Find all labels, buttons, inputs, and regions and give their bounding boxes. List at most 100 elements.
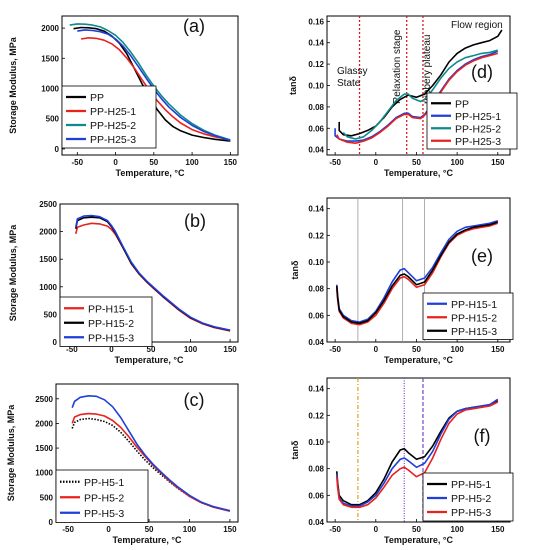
x-tick-label: 0	[113, 158, 118, 167]
x-tick-label: 150	[491, 525, 505, 534]
legend-entry: PP-H15-3	[88, 332, 134, 344]
legend-entry: PP-H5-2	[84, 492, 124, 504]
series-line-PP-H5-2	[71, 412, 231, 512]
x-axis-label: Temperature, °C	[113, 535, 182, 545]
legend-entry: PP-H25-1	[90, 106, 136, 118]
legend-entry: PP-H5-3	[451, 507, 491, 519]
series-line-PP-H25-1	[334, 50, 499, 142]
y-axis-label: tanδ	[290, 440, 300, 460]
panel-label: (e)	[471, 246, 493, 266]
x-tick-label: -50	[329, 525, 341, 534]
series-line-PP-H25-2	[342, 49, 499, 140]
legend-entry: PP-H5-1	[451, 479, 491, 491]
panel-c: -50 0 50 100 15005001000150020002500Temperat…	[6, 383, 239, 545]
plot-frame	[326, 197, 511, 343]
legend-entry: PP-H15-3	[451, 326, 497, 338]
y-tick-label: 0	[49, 518, 54, 527]
annotation: rubbery plateau	[422, 35, 433, 105]
legend-entry: PP-H15-2	[88, 318, 134, 330]
x-tick-label: 0	[374, 345, 379, 354]
series-line-PP-H15-3	[336, 221, 499, 325]
x-tick-label: 100	[185, 158, 199, 167]
y-tick-label: 2000	[35, 419, 53, 428]
panel-b: -50 0 50 100 15005001000150020002500Temperat…	[8, 200, 239, 365]
y-axis-label: tanδ	[290, 260, 300, 280]
legend-entry: PP-H25-3	[90, 134, 136, 146]
y-tick-label: 1000	[41, 85, 59, 94]
y-tick-label: 0.08	[308, 103, 324, 112]
panel-label: (f)	[474, 426, 491, 446]
y-tick-label: 0.06	[308, 311, 324, 320]
series-line-PP-H25-2	[69, 23, 231, 141]
y-tick-label: 0.06	[308, 124, 324, 133]
y-tick-label: 0.12	[308, 60, 324, 69]
legend-entry: PP-H5-2	[451, 493, 491, 505]
x-tick-label: 0	[374, 525, 379, 534]
y-tick-label: 0.04	[308, 338, 324, 347]
y-tick-label: 0.04	[308, 146, 324, 155]
legend-entry: PP	[455, 98, 469, 110]
annotation: Flow region	[451, 20, 503, 31]
x-axis-label: Temperature, °C	[384, 355, 453, 365]
y-tick-label: 0.10	[308, 438, 324, 447]
x-axis-label: Temperature, °C	[116, 168, 185, 178]
x-axis-label: Temperature, °C	[384, 535, 453, 545]
panel-label: (a)	[183, 16, 205, 36]
x-tick-label: 100	[450, 158, 464, 167]
series-line-PP-H5-3	[71, 395, 231, 512]
x-tick-label: -50	[66, 345, 78, 354]
y-tick-label: 2500	[35, 395, 53, 404]
x-tick-label: 150	[224, 158, 238, 167]
panel-f: -50 0 50 100 150 0.04 0.06 0.08 0.10 0.12 0.14 Temp…	[290, 377, 514, 545]
x-tick-label: 50	[147, 345, 156, 354]
panel-d: -50 0 50 100 150 0.04 0.06 0.08 0.10 0.12 0.14 0.16…	[288, 15, 518, 178]
x-tick-label: -50	[72, 158, 84, 167]
y-tick-label: 500	[46, 115, 60, 124]
y-tick-label: 500	[44, 310, 58, 319]
legend-entry: PP-H15-2	[451, 312, 497, 324]
y-tick-label: 0.08	[308, 285, 324, 294]
legend-entry: PP-H25-3	[455, 136, 501, 148]
legend-entry: PP-H15-1	[88, 303, 134, 315]
legend-entry: PP-H25-2	[455, 123, 501, 135]
legend-entry: PP-H15-1	[451, 299, 497, 311]
plot-frame	[61, 15, 239, 156]
x-tick-label: 50	[145, 525, 154, 534]
y-tick-label: 0.14	[308, 205, 324, 214]
y-tick-label: 0.14	[308, 39, 324, 48]
series-line-PP	[73, 26, 231, 142]
series-line-PP-H15-1	[336, 219, 499, 323]
x-axis-label: Temperature, °C	[115, 355, 184, 365]
series-line-PP	[338, 29, 503, 137]
y-tick-label: 1500	[41, 54, 59, 63]
y-tick-label: 1000	[39, 283, 57, 292]
y-tick-label: 2000	[39, 228, 57, 237]
plot-frame	[326, 377, 511, 523]
y-tick-label: 1500	[39, 255, 57, 264]
x-tick-label: 50	[412, 345, 421, 354]
y-tick-label: 0.10	[308, 258, 324, 267]
y-tick-label: 0.10	[308, 82, 324, 91]
x-tick-label: 0	[106, 525, 111, 534]
panel-label: (d)	[471, 62, 493, 82]
series-line-PP-H15-3	[75, 214, 231, 331]
y-tick-label: 0.04	[308, 518, 324, 527]
series-line-PP-H25-3	[336, 52, 499, 144]
legend-entry: PP-H5-1	[84, 477, 124, 489]
y-tick-label: 2500	[39, 200, 57, 209]
x-tick-label: 100	[450, 345, 464, 354]
x-tick-label: 100	[450, 525, 464, 534]
series-line-PP-H5-2	[336, 398, 499, 507]
y-tick-label: 0.12	[308, 411, 324, 420]
panel-a: -50 0 50 100 1500500100015002000Temperature,…	[8, 15, 239, 178]
y-tick-label: 0.06	[308, 491, 324, 500]
panel-label: (b)	[184, 211, 206, 231]
legend-entry: PP-H25-1	[455, 111, 501, 123]
x-tick-label: 150	[491, 345, 505, 354]
x-tick-label: 0	[374, 158, 379, 167]
y-tick-label: 1500	[35, 444, 53, 453]
x-tick-label: -50	[329, 158, 341, 167]
legend-entry: PP	[90, 92, 104, 104]
x-tick-label: 50	[149, 158, 158, 167]
